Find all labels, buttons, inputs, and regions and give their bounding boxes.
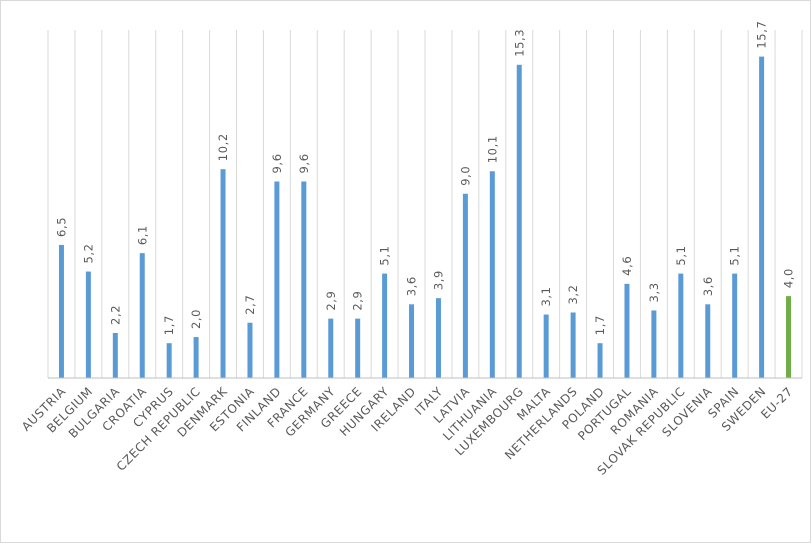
- data-label: 3,1: [539, 286, 553, 306]
- data-label: 3,2: [566, 284, 580, 304]
- bar: [435, 298, 441, 378]
- data-label: 10,2: [216, 133, 230, 161]
- bar: [139, 253, 145, 378]
- data-label: 4,0: [782, 268, 796, 288]
- bar: [193, 337, 199, 378]
- bar: [166, 343, 172, 378]
- bars: [58, 56, 792, 379]
- bar: [786, 296, 792, 378]
- data-label: 9,6: [270, 153, 284, 173]
- bar: [543, 314, 549, 378]
- bar: [328, 318, 334, 378]
- data-label: 10,1: [485, 135, 499, 163]
- bar: [409, 304, 415, 378]
- data-label: 15,3: [512, 29, 526, 57]
- bar: [651, 310, 657, 378]
- data-label: 5,1: [378, 246, 392, 266]
- bar: [570, 312, 576, 378]
- data-label: 9,6: [297, 153, 311, 173]
- category-labels: AUSTRIABELGIUMBULGARIACROATIACYPRUSCZECH…: [19, 384, 796, 478]
- data-label: 4,6: [620, 256, 634, 276]
- data-label: 2,9: [324, 291, 338, 311]
- bar: [301, 181, 307, 378]
- data-label: 5,2: [81, 243, 95, 263]
- bar: [759, 56, 765, 379]
- bar: [732, 273, 738, 378]
- bar: [516, 64, 522, 379]
- data-label: 5,1: [674, 246, 688, 266]
- data-label: 3,6: [701, 276, 715, 296]
- bar: [489, 171, 495, 378]
- gridlines: [47, 30, 803, 378]
- data-label: 1,7: [593, 315, 607, 335]
- bar: [462, 193, 468, 378]
- bar: [678, 273, 684, 378]
- data-label: 5,1: [728, 246, 742, 266]
- bar: [624, 283, 630, 378]
- bar: [247, 322, 253, 378]
- data-label: 3,6: [405, 276, 419, 296]
- data-label: 2,7: [243, 295, 257, 315]
- data-label: 9,0: [458, 166, 472, 186]
- data-label: 6,5: [54, 217, 68, 237]
- bar: [274, 181, 280, 378]
- data-labels: 6,5 5,2 2,2 6,1 1,7 2,0 10,2 2,7 9,6 9,6 2,9 2,9 5,1…: [54, 21, 795, 336]
- data-label: 1,7: [162, 315, 176, 335]
- data-label: 3,9: [431, 270, 445, 290]
- data-label: 2,2: [108, 305, 122, 325]
- data-label: 2,9: [351, 291, 365, 311]
- bar: [355, 318, 361, 378]
- bar: [220, 169, 226, 378]
- bar: [85, 271, 91, 378]
- data-label: 3,3: [647, 282, 661, 302]
- bar: [112, 332, 118, 378]
- bar: [382, 273, 388, 378]
- bar: [705, 304, 711, 378]
- data-label: 2,0: [189, 309, 203, 329]
- bar: [58, 244, 64, 378]
- data-label: 6,1: [135, 225, 149, 245]
- data-label: 15,7: [755, 21, 769, 49]
- bar: [597, 343, 603, 378]
